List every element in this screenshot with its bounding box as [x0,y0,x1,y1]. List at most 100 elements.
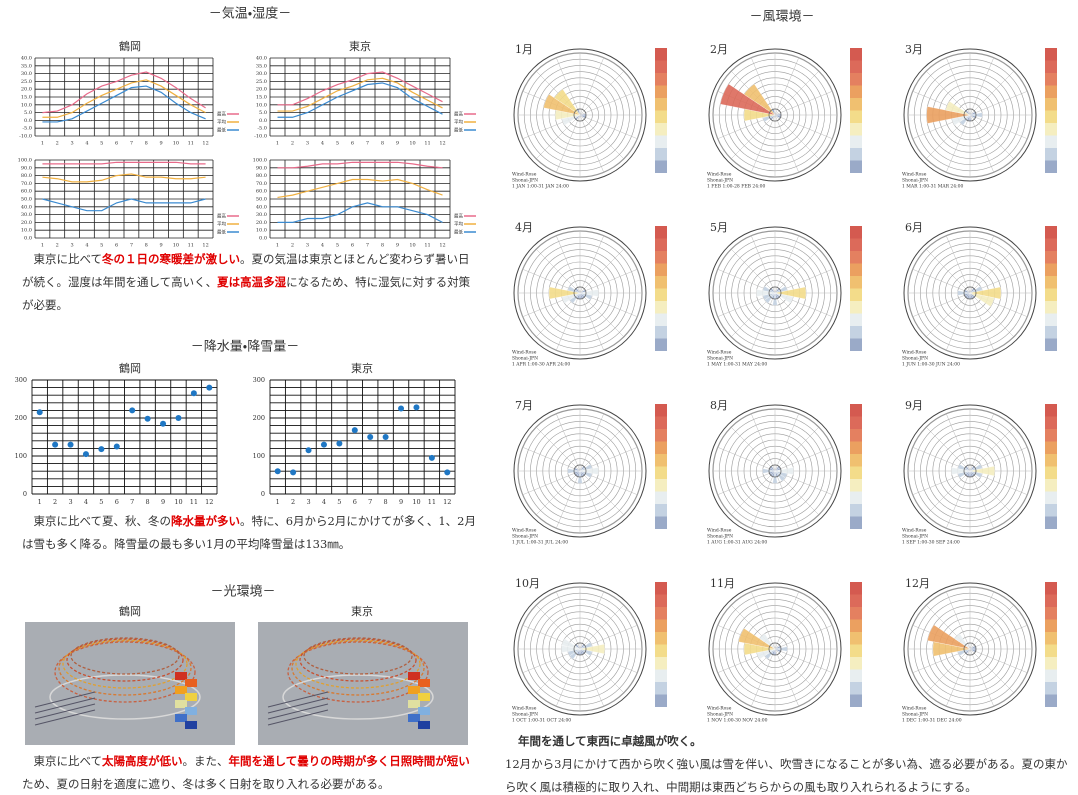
paragraph: 12月から3月にかけて西から吹く強い風は雪を伴い、吹雪きになることが多い為、遮る… [505,753,1070,795]
colorbar-block [1045,582,1057,595]
y-tick-label: 50.0 [256,197,267,203]
colorbar-block [1045,682,1057,695]
colorbar-block [850,517,862,530]
y-tick-label: 0.0 [24,236,32,242]
city-label: 鶴岡 [119,39,141,53]
y-tick-label: 10.0 [21,228,32,234]
data-point [98,446,104,452]
y-tick-label: 30.0 [256,212,267,218]
colorbar-block [850,161,862,174]
x-tick-label: 3 [68,498,72,506]
colorbar-block [1045,251,1057,264]
x-tick-label: 8 [145,141,148,147]
y-tick-label: 70.0 [21,181,32,187]
colorbar-block [1045,595,1057,608]
colorbar-block [850,682,862,695]
colorbar-block [850,86,862,99]
colorbar-block [850,454,862,467]
y-tick-label: 40.0 [256,56,267,62]
x-tick-label: 4 [84,498,88,506]
colorbar-block [850,442,862,455]
x-tick-label: 2 [291,141,294,147]
data-point [191,390,197,396]
x-tick-label: 9 [396,141,399,147]
y-tick-label: 10.0 [256,228,267,234]
rose-caption: Wind-Rose [902,528,927,534]
y-tick-label: 25.0 [21,79,32,85]
rose-caption: 1 MAY 1:00-31 MAY 24:00 [707,362,767,368]
rose-caption: Wind-Rose [902,706,927,712]
y-tick-label: 90.0 [256,165,267,171]
rose-caption: 1 APR 1:00-30 APR 24:00 [512,362,570,368]
colorbar-block [655,264,667,277]
colorbar-block [850,595,862,608]
colorbar-block [850,429,862,442]
rose-caption: Shonai-JPN [707,712,733,718]
y-tick-label: 80.0 [256,173,267,179]
data-point [367,434,373,440]
colorbar-block [655,48,667,61]
y-tick-label: 0 [261,490,265,498]
colorbar-block [850,251,862,264]
rose-caption: Shonai-JPN [707,178,733,184]
colorbar-block [655,479,667,492]
colorbar-block [1045,136,1057,149]
highlight-text: 年間を通して曇りの時期が多く日照時間が短い [229,754,470,768]
colorbar-block [850,98,862,111]
y-tick-label: -5.0 [257,126,267,132]
body-text: 12月から3月にかけて西から吹く強い風は雪を伴い、吹雪きになることが多い為、遮る… [505,757,1067,794]
data-point [413,404,419,410]
colorbar-block [655,136,667,149]
colorbar-block [655,582,667,595]
data-point [444,469,450,475]
colorbar-block [850,417,862,430]
colorbar-block [655,239,667,252]
colorbar-block [655,620,667,633]
rose-caption: 1 AUG 1:00-31 AUG 24:00 [707,540,767,546]
canvas: －気温・湿度－鶴岡東京-10.0-5.00.05.010.015.020.025… [0,0,1078,795]
data-point [83,451,89,457]
colorbar-block [1045,226,1057,239]
highlight-text: 降水量が多い [171,514,240,528]
colorbar-block [655,607,667,620]
colorbar-block [1045,670,1057,683]
section-title: －降水量・降雪量－ [191,340,299,355]
colorbar-block [850,607,862,620]
city-label: 鶴岡 [119,604,141,618]
rose-caption: Wind-Rose [707,528,732,534]
colorbar-block [655,404,667,417]
legend-label: 最高 [217,111,226,118]
data-point [145,416,151,422]
colorbar-block [655,695,667,708]
y-tick-label: 200 [253,414,265,422]
colorbar-block [1045,86,1057,99]
x-tick-label: 8 [384,498,388,506]
city-label: 東京 [349,40,371,53]
rose-caption: 1 DEC 1:00-31 DEC 24:00 [902,718,962,724]
rose-caption: Wind-Rose [902,350,927,356]
colorbar-block [850,111,862,124]
legend-label: 最低 [454,229,463,236]
colorbar-block [1045,442,1057,455]
x-tick-label: 4 [321,141,324,147]
y-tick-label: 5.0 [259,110,267,116]
colorbar-block [1045,98,1057,111]
colorbar-block [655,417,667,430]
legend-block [408,714,420,722]
colorbar-block [1045,479,1057,492]
colorbar-block [655,61,667,74]
colorbar-block [1045,301,1057,314]
colorbar-block [1045,314,1057,327]
legend-block [175,672,187,680]
rose-caption: Wind-Rose [707,350,732,356]
data-point [68,442,74,448]
month-label: 4月 [515,221,533,234]
colorbar-block [655,301,667,314]
colorbar-block [1045,264,1057,277]
section-title: －風環境－ [749,10,814,25]
colorbar-block [655,504,667,517]
body-text: ため、夏の日射を適度に遮り、冬は多く日射を取り入れる必要がある。 [22,777,390,791]
legend-label: 最低 [217,127,226,134]
x-tick-label: 12 [443,498,451,506]
colorbar-block [850,645,862,658]
